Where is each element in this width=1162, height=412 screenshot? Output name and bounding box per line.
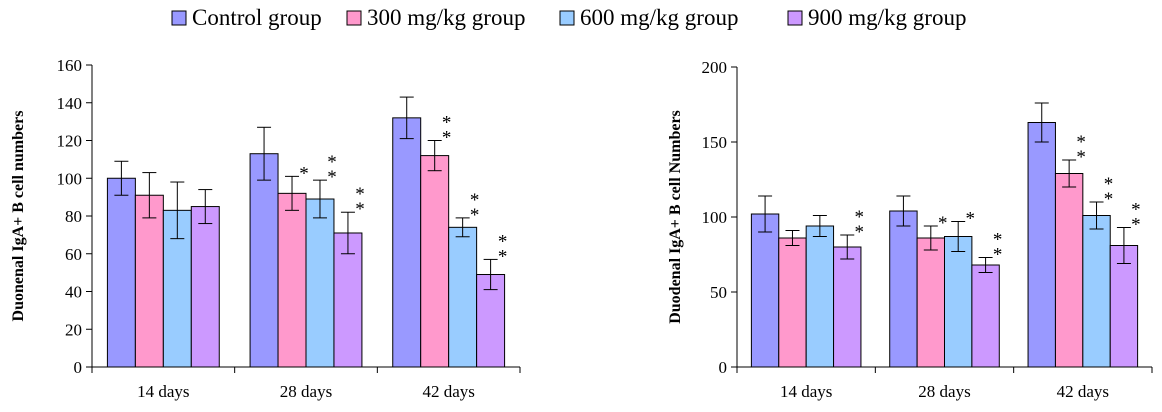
y-tick-label: 160 <box>57 56 83 75</box>
legend-swatch-3 <box>787 10 803 26</box>
significance-star: * <box>1076 132 1086 153</box>
bar <box>134 194 164 368</box>
bar <box>1082 215 1111 368</box>
bar <box>106 177 136 368</box>
significance-star: * <box>355 199 365 220</box>
significance-star: * <box>1131 200 1141 221</box>
significance-star: * <box>965 209 975 230</box>
significance-star: * <box>470 205 480 226</box>
significance-star: * <box>327 167 337 188</box>
bar <box>944 236 973 368</box>
bar <box>448 226 478 368</box>
legend-label-1: 300 mg/kg group <box>367 5 525 30</box>
y-axis-label: Duodenal IgA+ B cell Numbers <box>667 110 684 324</box>
legend-label-0: Control group <box>192 5 322 30</box>
x-tick-label: 28 days <box>918 382 970 401</box>
chart-iga-duodenal: Duodenal IgA+ B cell Numbers 0 50 100 150 200… <box>667 58 1153 401</box>
bar <box>392 117 422 368</box>
bar <box>778 237 807 368</box>
y-tick-label: 40 <box>65 283 82 302</box>
bar <box>916 237 945 368</box>
x-tick-label: 42 days <box>1057 382 1109 401</box>
significance-star: * <box>1104 189 1114 210</box>
bar <box>1054 173 1084 368</box>
bar <box>420 155 450 368</box>
y-tick-label: 0 <box>719 358 728 377</box>
significance-star: * <box>327 152 337 173</box>
y-tick-label: 80 <box>65 207 82 226</box>
y-tick-label: 150 <box>702 133 728 152</box>
x-tick-label: 28 days <box>280 382 332 401</box>
x-tick-label: 14 days <box>137 382 189 401</box>
y-tick-label: 0 <box>74 358 83 377</box>
significance-star: * <box>938 213 948 234</box>
y-tick-label: 100 <box>702 208 728 227</box>
significance-star: * <box>442 128 452 149</box>
significance-star: * <box>1076 147 1086 168</box>
legend-label-2: 600 mg/kg group <box>580 5 738 30</box>
y-tick-label: 20 <box>65 320 82 339</box>
x-tick-label: 42 days <box>422 382 474 401</box>
bar <box>277 192 307 368</box>
bar <box>305 198 335 368</box>
significance-star: * <box>299 163 309 184</box>
y-tick-label: 200 <box>702 58 728 77</box>
significance-star: * <box>1104 174 1114 195</box>
bar <box>889 210 918 368</box>
x-tick-label: 14 days <box>780 382 832 401</box>
significance-star: * <box>355 184 365 205</box>
y-tick-label: 100 <box>57 169 83 188</box>
significance-star: * <box>1131 215 1141 236</box>
y-tick-label: 120 <box>57 132 83 151</box>
significance-star: * <box>993 245 1003 266</box>
significance-star: * <box>442 113 452 134</box>
significance-star: * <box>855 222 865 243</box>
bar <box>750 213 780 368</box>
legend-swatch-1 <box>346 10 362 26</box>
significance-star: * <box>855 207 865 228</box>
y-tick-label: 50 <box>710 283 727 302</box>
bar <box>1027 122 1056 368</box>
significance-star: * <box>498 246 508 267</box>
bar <box>1109 245 1139 368</box>
legend-label-3: 900 mg/kg group <box>808 5 966 30</box>
bar <box>971 264 1000 368</box>
legend-swatch-0 <box>171 10 187 26</box>
chart-iga-duonenal: Duonenal IgA+ B cell numbers 0 20 40 60 80 100… <box>10 56 521 401</box>
bar <box>833 246 862 368</box>
significance-star: * <box>470 190 480 211</box>
significance-star: * <box>993 230 1003 251</box>
bar <box>805 225 835 368</box>
bar <box>249 153 279 368</box>
y-axis-label: Duonenal IgA+ B cell numbers <box>10 111 27 322</box>
legend-swatch-2 <box>559 10 575 26</box>
chart-legend: Control group 300 mg/kg group 600 mg/kg gr… <box>171 5 966 30</box>
y-tick-label: 60 <box>65 245 82 264</box>
bar <box>190 206 220 368</box>
significance-star: * <box>498 231 508 252</box>
y-tick-label: 140 <box>57 94 83 113</box>
